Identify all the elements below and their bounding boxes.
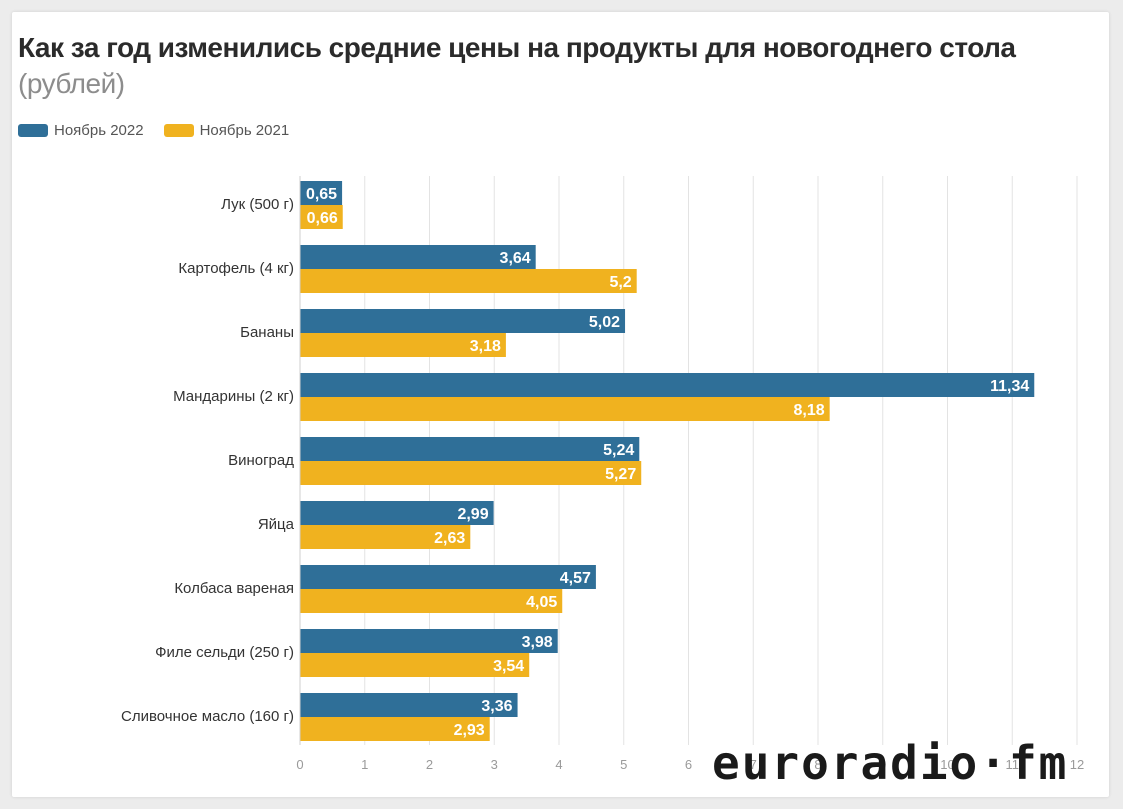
bar (300, 693, 518, 717)
x-tick-label: 10 (940, 757, 954, 772)
legend-item-2022: Ноябрь 2022 (18, 122, 144, 139)
legend: Ноябрь 2022 Ноябрь 2021 (18, 122, 309, 139)
bar-value-label: 3,54 (493, 658, 524, 675)
chart-subtitle: (рублей) (18, 68, 125, 99)
bar (300, 309, 626, 333)
x-tick-label: 6 (685, 757, 692, 772)
bar-value-label: 2,93 (454, 722, 485, 739)
bar (300, 269, 637, 293)
bar-value-label: 3,18 (470, 338, 501, 355)
legend-label-2022: Ноябрь 2022 (54, 122, 144, 139)
bar-value-label: 0,66 (307, 210, 338, 227)
x-tick-label: 4 (555, 757, 562, 772)
bar-value-label: 4,57 (560, 570, 591, 587)
bar-value-label: 8,18 (794, 402, 825, 419)
x-tick-label: 2 (426, 757, 433, 772)
x-tick-label: 11 (1006, 757, 1020, 772)
category-label: Лук (500 г) (221, 196, 294, 213)
bar-value-label: 4,05 (526, 594, 557, 611)
chart-title: Как за год изменились средние цены на пр… (18, 30, 1078, 102)
bar (300, 629, 558, 653)
x-tick-label: 7 (750, 757, 757, 772)
bar (300, 181, 343, 205)
bar-value-label: 3,36 (481, 698, 512, 715)
bar (300, 205, 343, 229)
bar-value-label: 11,34 (990, 378, 1029, 395)
bar (300, 717, 490, 741)
category-label: Картофель (4 кг) (178, 260, 294, 277)
bar-value-label: 2,99 (457, 506, 488, 523)
x-tick-label: 9 (879, 757, 886, 772)
bar (300, 589, 563, 613)
legend-item-2021: Ноябрь 2021 (163, 122, 290, 139)
category-label: Филе сельди (250 г) (155, 644, 294, 661)
bar-value-label: 3,98 (522, 634, 553, 651)
bar (300, 397, 830, 421)
x-tick-label: 5 (620, 757, 627, 772)
euroradio-logo: euroradio·fm (712, 736, 1069, 790)
x-tick-label: 0 (296, 757, 303, 772)
x-tick-label: 8 (814, 757, 821, 772)
bar-value-label: 5,02 (589, 314, 620, 331)
bar (300, 333, 506, 357)
x-tick-label: 12 (1070, 757, 1084, 772)
bar (300, 461, 642, 485)
bar (300, 525, 471, 549)
bar-value-label: 2,63 (434, 530, 465, 547)
x-tick-label: 3 (491, 757, 498, 772)
category-label: Мандарины (2 кг) (173, 388, 294, 405)
category-label: Колбаса вареная (174, 580, 294, 597)
bar-value-label: 0,65 (306, 186, 337, 203)
x-tick-label: 1 (361, 757, 368, 772)
bar (300, 501, 494, 525)
bar (300, 245, 536, 269)
bar-value-label: 5,27 (605, 466, 636, 483)
bar (300, 373, 1035, 397)
chart-title-text: Как за год изменились средние цены на пр… (18, 32, 1016, 63)
category-label: Яйца (258, 516, 295, 533)
category-label: Сливочное масло (160 г) (121, 708, 294, 725)
bar (300, 565, 596, 589)
category-label: Виноград (228, 452, 294, 469)
bar-value-label: 5,2 (609, 274, 631, 291)
legend-swatch-2021 (163, 124, 194, 137)
legend-label-2021: Ноябрь 2021 (199, 122, 290, 139)
legend-swatch-2022 (18, 124, 48, 137)
bar (300, 653, 530, 677)
category-label: Бананы (240, 324, 294, 341)
bar-value-label: 5,24 (603, 442, 634, 459)
bar-value-label: 3,64 (500, 250, 531, 267)
bar (300, 437, 640, 461)
